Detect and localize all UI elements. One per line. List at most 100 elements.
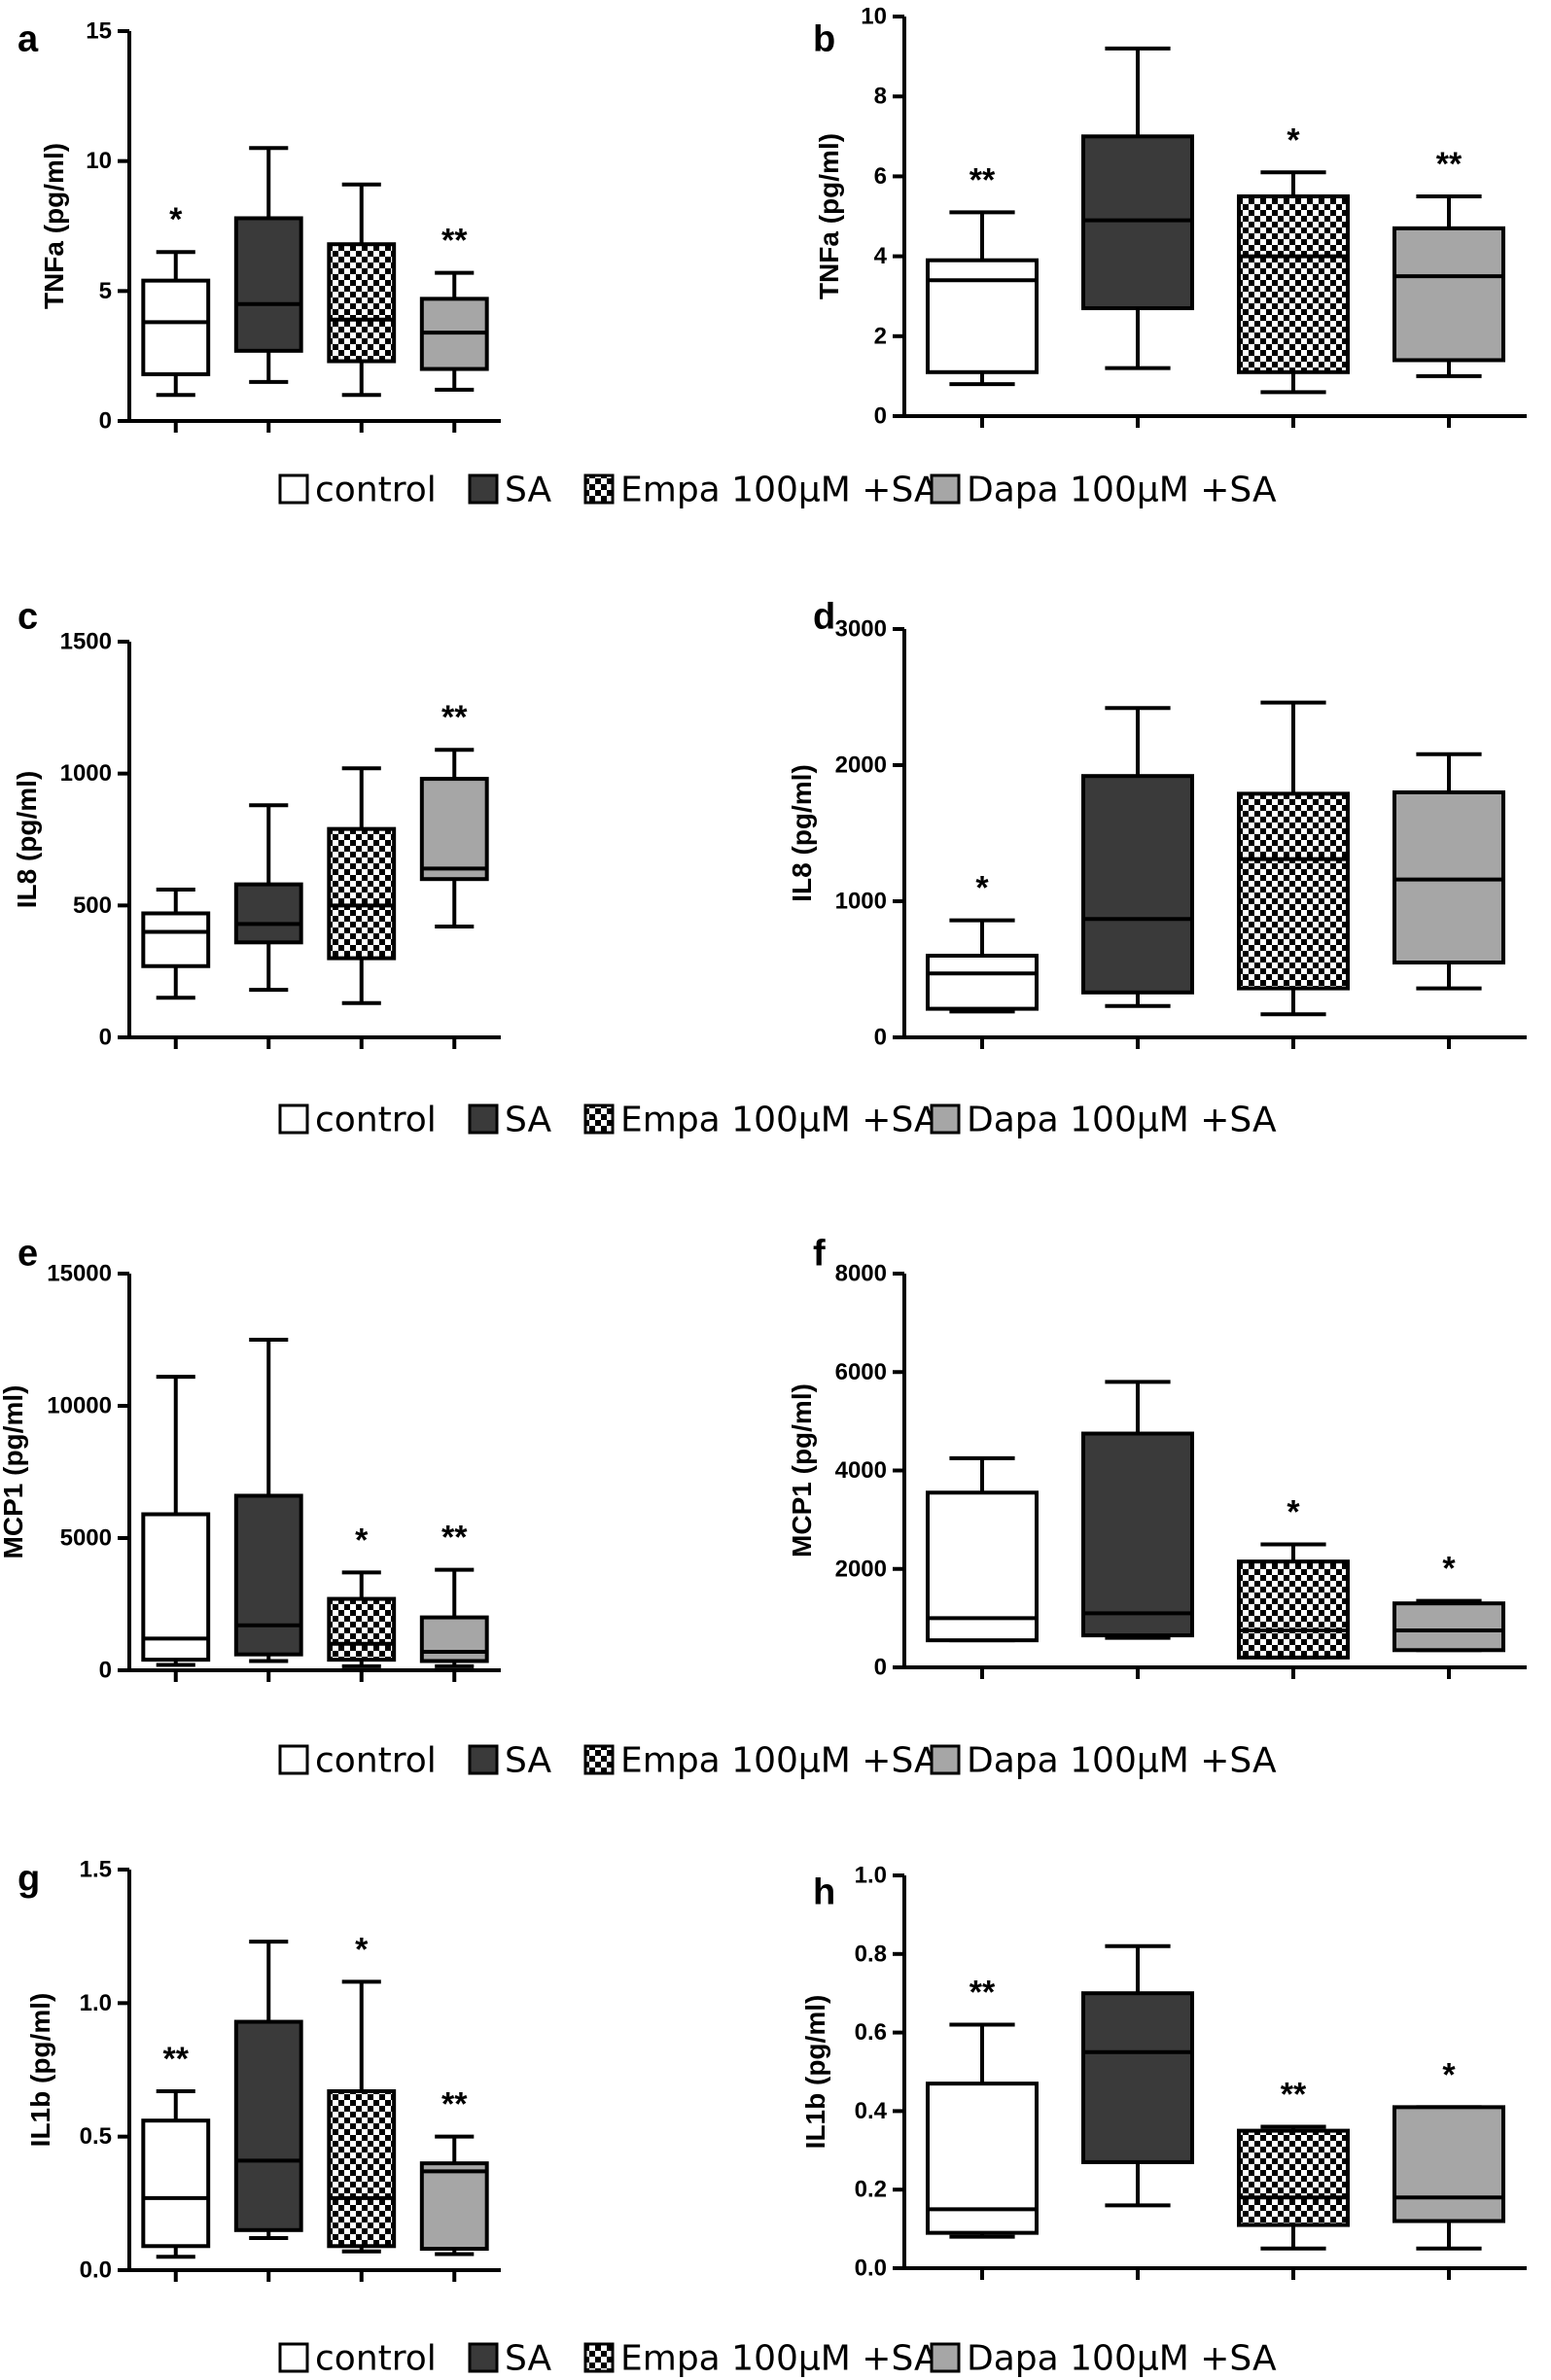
legend-label: Empa 100µM +SA	[620, 2339, 938, 2379]
box-body	[1081, 1431, 1194, 1638]
y-axis-label: IL1b (pg/ml)	[25, 1993, 55, 2148]
panel-letter: h	[813, 1872, 835, 1912]
box-body	[1237, 1559, 1350, 1660]
box-4: **	[419, 2086, 489, 2282]
legend-label: Dapa 100µM +SA	[967, 2339, 1277, 2379]
box-body	[1392, 1601, 1505, 1653]
y-tick-label: 0.0	[80, 2258, 112, 2284]
y-tick-label: 2000	[835, 1556, 887, 1582]
y-tick-label: 0	[874, 1655, 887, 1681]
y-tick-label: 0.0	[855, 2256, 887, 2282]
legend-swatch	[468, 473, 499, 505]
y-tick-label: 500	[73, 892, 112, 919]
legend-swatch	[583, 1744, 615, 1775]
y-tick-label: 0.6	[855, 2019, 887, 2046]
significance-label: *	[1287, 122, 1300, 158]
panel-letter: e	[18, 1233, 38, 1274]
panel-letter: g	[18, 1858, 40, 1899]
box-body	[141, 1512, 211, 1662]
box-4: **	[419, 223, 489, 433]
box-2	[1081, 706, 1194, 1049]
y-tick-label: 1500	[60, 629, 112, 655]
legend-row-3: control SA Empa 100µM +SA Dapa 100µM +SA	[278, 1741, 1277, 1781]
box-2	[1081, 46, 1194, 428]
y-axis-label: MCP1 (pg/ml)	[0, 1385, 28, 1559]
legend-label: SA	[505, 1741, 552, 1781]
box-body	[1237, 2128, 1350, 2227]
legend-label: control	[315, 1101, 437, 1140]
box-body	[1081, 774, 1194, 995]
legend-label: Empa 100µM +SA	[620, 471, 938, 510]
legend-row-4: control SA Empa 100µM +SA Dapa 100µM +SA	[278, 2339, 1277, 2379]
y-tick-label: 3000	[835, 616, 887, 643]
legend-label: Dapa 100µM +SA	[967, 1741, 1277, 1781]
box-body	[233, 882, 303, 945]
box-body	[1081, 1991, 1194, 2164]
legend-label: control	[315, 471, 437, 510]
box-body	[233, 1493, 303, 1657]
y-tick-label: 0	[99, 1658, 112, 1684]
box-body	[926, 954, 1039, 1011]
legend-label: Empa 100µM +SA	[620, 1741, 938, 1781]
legend-label: Dapa 100µM +SA	[967, 1101, 1277, 1140]
box-4	[1392, 752, 1505, 1049]
y-tick-label: 6000	[835, 1359, 887, 1385]
box-4: **	[419, 1520, 489, 1682]
y-tick-label: 8	[874, 84, 887, 110]
box-4: *	[1392, 1551, 1505, 1679]
y-tick-label: 0	[99, 408, 112, 435]
y-tick-label: 1000	[60, 760, 112, 787]
box-body	[327, 242, 397, 364]
significance-label: **	[1281, 2077, 1307, 2114]
legend-row-1: control SA Empa 100µM +SA Dapa 100µM +SA	[278, 471, 1277, 510]
legend-label: Dapa 100µM +SA	[967, 471, 1277, 510]
y-tick-label: 6	[874, 163, 887, 190]
significance-label: **	[441, 1520, 468, 1557]
y-tick-label: 0.5	[80, 2123, 112, 2150]
box-body	[327, 826, 397, 961]
y-tick-label: 0.4	[855, 2098, 888, 2124]
box-body	[1237, 193, 1350, 374]
box-body	[233, 216, 303, 353]
y-tick-label: 15000	[47, 1261, 112, 1287]
y-tick-label: 8000	[835, 1261, 887, 1287]
box-4: **	[419, 699, 489, 1049]
significance-label: **	[163, 2041, 190, 2078]
box-1: *	[141, 201, 211, 433]
y-axis-label: TNFa (pg/ml)	[814, 133, 844, 299]
panel-letter: b	[813, 18, 835, 59]
box-2	[233, 1940, 303, 2282]
box-body	[419, 777, 489, 882]
y-axis-label: IL8 (pg/ml)	[12, 771, 42, 909]
legend-row-2: control SA Empa 100µM +SA Dapa 100µM +SA	[278, 1101, 1277, 1140]
box-1	[926, 1455, 1039, 1679]
y-tick-label: 1.0	[855, 1863, 887, 1889]
significance-label: **	[441, 2086, 468, 2123]
y-tick-label: 1.0	[80, 1990, 112, 2016]
box-body	[1392, 2105, 1505, 2223]
y-axis-label: TNFa (pg/ml)	[39, 143, 69, 309]
significance-label: **	[1436, 146, 1463, 183]
box-3	[327, 766, 397, 1049]
box-1: **	[926, 161, 1039, 428]
significance-label: *	[1442, 1551, 1456, 1588]
y-axis-label: IL1b (pg/ml)	[800, 1995, 830, 2150]
y-tick-label: 4	[874, 243, 888, 269]
y-tick-label: 1000	[835, 889, 887, 915]
y-tick-label: 5	[99, 278, 112, 304]
box-body	[419, 2161, 489, 2252]
box-body	[327, 2088, 397, 2249]
legend-label: SA	[505, 2339, 552, 2379]
box-body	[233, 2019, 303, 2232]
box-body	[141, 278, 211, 376]
significance-label: *	[1287, 1493, 1300, 1530]
legend-swatch	[468, 1103, 499, 1135]
y-tick-label: 0.8	[855, 1941, 887, 1967]
y-axis-label: MCP1 (pg/ml)	[787, 1383, 817, 1558]
legend-swatch	[583, 473, 615, 505]
legend-swatch	[468, 1744, 499, 1775]
panel-c: c IL8 (pg/ml) 0 500 1000 1500 **	[12, 596, 501, 1051]
